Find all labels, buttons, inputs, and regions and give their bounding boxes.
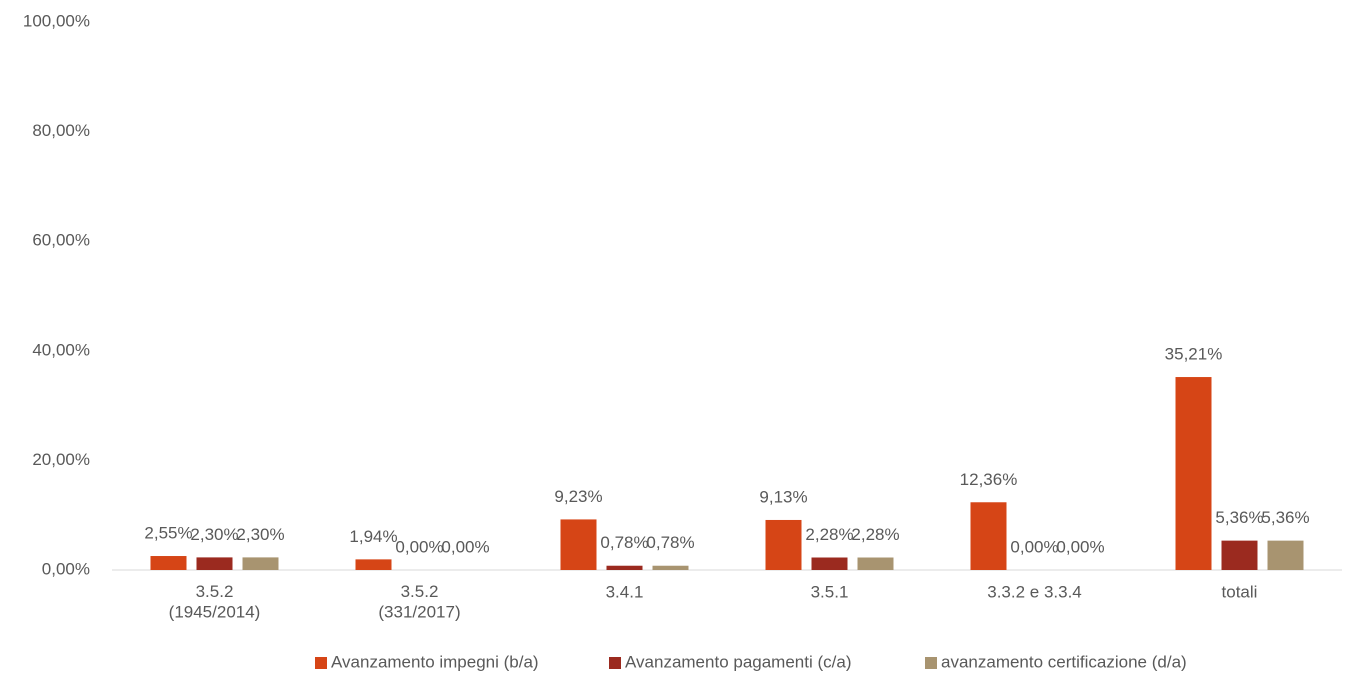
bar	[1175, 377, 1212, 570]
y-tick-label: 20,00%	[32, 450, 90, 469]
y-tick-label: 40,00%	[32, 340, 90, 359]
data-label: 0,78%	[600, 533, 648, 552]
legend-label: Avanzamento pagamenti (c/a)	[625, 652, 851, 671]
data-label: 2,28%	[851, 525, 899, 544]
x-tick-label: 3.3.2 e 3.3.4	[987, 582, 1082, 601]
data-label: 2,30%	[190, 525, 238, 544]
x-tick-label: 3.5.1	[811, 582, 849, 601]
data-label: 2,55%	[144, 524, 192, 543]
x-tick-label: 3.5.2 (331/2017)	[378, 582, 460, 621]
bar	[150, 556, 187, 570]
legend-label: Avanzamento impegni (b/a)	[331, 652, 539, 671]
y-tick-label: 60,00%	[32, 231, 90, 250]
bar	[355, 559, 392, 570]
x-tick-label: totali	[1222, 582, 1258, 601]
legend-swatch	[609, 657, 621, 669]
bar	[1267, 540, 1304, 570]
bar	[242, 557, 279, 570]
legend-swatch	[925, 657, 937, 669]
data-label: 2,28%	[805, 525, 853, 544]
legend-label: avanzamento certificazione (d/a)	[941, 652, 1187, 671]
y-tick-label: 0,00%	[42, 559, 90, 578]
data-label: 0,00%	[1010, 537, 1058, 556]
bar	[765, 519, 802, 570]
bar	[652, 565, 689, 570]
data-label: 2,30%	[236, 525, 284, 544]
bar	[857, 557, 894, 570]
y-tick-label: 80,00%	[32, 121, 90, 140]
y-tick-label: 100,00%	[23, 11, 90, 30]
x-tick-label: 3.5.2 (1945/2014)	[169, 582, 261, 621]
x-tick-label: 3.4.1	[606, 582, 644, 601]
legend-swatch	[315, 657, 327, 669]
data-label: 0,78%	[646, 533, 694, 552]
data-label: 9,13%	[759, 487, 807, 506]
data-label: 1,94%	[349, 527, 397, 546]
bar	[196, 557, 233, 570]
data-label: 0,00%	[1056, 537, 1104, 556]
data-label: 5,36%	[1215, 508, 1263, 527]
bar	[560, 519, 597, 570]
bar	[970, 502, 1007, 570]
data-label: 35,21%	[1165, 345, 1223, 364]
data-label: 9,23%	[554, 487, 602, 506]
bar	[606, 565, 643, 570]
data-label: 12,36%	[960, 470, 1018, 489]
bar	[811, 557, 848, 570]
data-label: 0,00%	[441, 537, 489, 556]
data-label: 0,00%	[395, 537, 443, 556]
data-label: 5,36%	[1261, 508, 1309, 527]
bar	[1221, 540, 1258, 570]
